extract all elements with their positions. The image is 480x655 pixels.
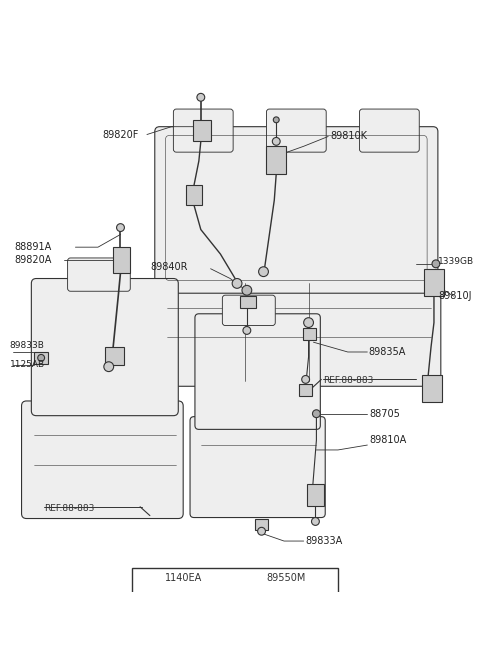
Text: 88705: 88705 [369, 409, 400, 419]
Bar [132, 567, 338, 624]
FancyBboxPatch shape [155, 126, 438, 293]
Circle shape [302, 375, 310, 383]
Circle shape [432, 260, 440, 268]
Bar [303, 328, 316, 340]
Text: REF.88-883: REF.88-883 [44, 504, 95, 513]
Circle shape [312, 410, 320, 418]
Bar [266, 146, 286, 174]
Circle shape [197, 94, 205, 102]
Text: 89833A: 89833A [306, 536, 343, 546]
Circle shape [272, 138, 280, 145]
Text: 1140EA: 1140EA [165, 573, 202, 583]
Bar [105, 347, 124, 365]
FancyBboxPatch shape [31, 278, 178, 416]
FancyBboxPatch shape [173, 109, 233, 152]
FancyBboxPatch shape [152, 278, 441, 386]
FancyBboxPatch shape [266, 109, 326, 152]
Bar [307, 484, 324, 506]
Text: 89810A: 89810A [369, 435, 407, 445]
Circle shape [279, 597, 293, 610]
Bar [422, 375, 442, 402]
Bar [180, 605, 186, 624]
Text: REF.88-883: REF.88-883 [323, 377, 373, 386]
Bar [255, 519, 268, 531]
FancyBboxPatch shape [360, 109, 419, 152]
Bar [186, 185, 202, 205]
FancyBboxPatch shape [222, 295, 275, 326]
Circle shape [176, 597, 190, 610]
Bar [283, 605, 289, 624]
Bar [34, 352, 48, 364]
Circle shape [304, 318, 313, 328]
Text: 89835A: 89835A [368, 347, 406, 357]
Circle shape [117, 223, 124, 231]
Circle shape [232, 278, 242, 288]
Text: 1125AB: 1125AB [10, 360, 45, 369]
FancyBboxPatch shape [68, 258, 130, 291]
Text: 1339GB: 1339GB [438, 257, 474, 267]
Circle shape [242, 286, 252, 295]
Text: 89550M: 89550M [267, 573, 306, 583]
Circle shape [258, 527, 265, 535]
Circle shape [312, 517, 319, 525]
Bar [240, 296, 256, 308]
FancyBboxPatch shape [195, 314, 320, 430]
Circle shape [243, 327, 251, 334]
Text: 89840R: 89840R [150, 262, 187, 272]
Bar [113, 247, 130, 272]
Circle shape [104, 362, 114, 371]
Text: 89833B: 89833B [10, 341, 45, 350]
Text: 88891A: 88891A [15, 242, 52, 252]
Circle shape [259, 267, 268, 276]
FancyBboxPatch shape [190, 417, 325, 517]
Bar [299, 384, 312, 396]
Bar [424, 269, 444, 296]
Bar [193, 120, 211, 141]
Circle shape [273, 117, 279, 122]
FancyBboxPatch shape [22, 401, 183, 519]
Text: 89820F: 89820F [103, 130, 139, 140]
Text: 89820A: 89820A [15, 255, 52, 265]
Circle shape [38, 354, 45, 362]
Text: 89810K: 89810K [330, 132, 367, 141]
Text: 89810J: 89810J [438, 291, 471, 301]
